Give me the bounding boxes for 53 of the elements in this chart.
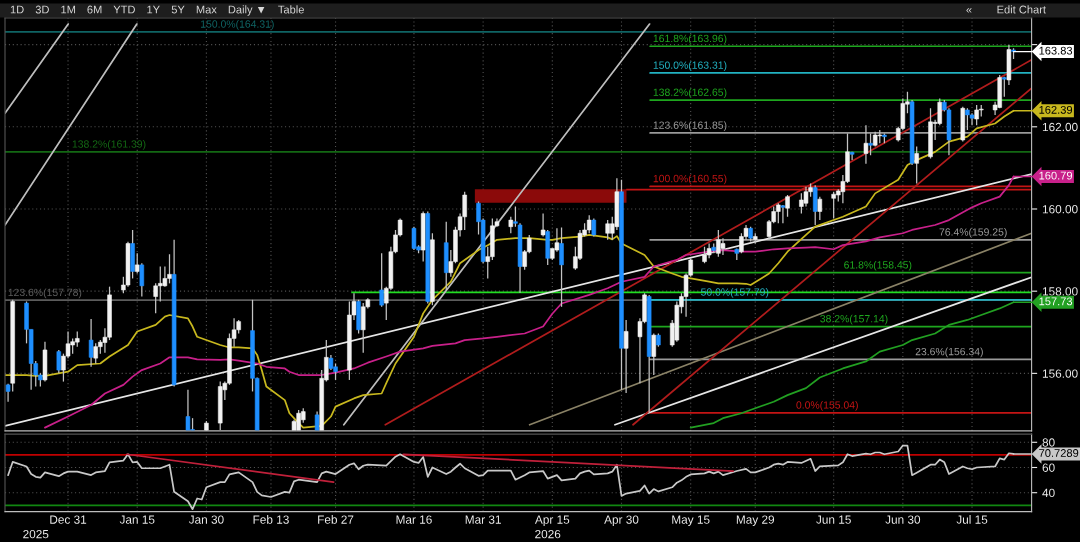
series-label: 138.2%(161.39) [72, 140, 146, 150]
text: 3D [35, 5, 49, 14]
text: Max [196, 5, 217, 14]
text: YTD [113, 5, 135, 14]
y-tick-label: 80 [1042, 438, 1055, 447]
x-tick-label: Mar 31 [465, 515, 501, 524]
x-tick-label: Jun 15 [816, 515, 851, 524]
x-tick-label: Jun 30 [885, 515, 921, 524]
text: 1D [10, 5, 24, 14]
y-tick-label: 160.00 [1042, 205, 1078, 214]
data-label: 70.7289 [1039, 449, 1079, 457]
text: Daily ▼ [228, 5, 265, 16]
text: Table [278, 5, 304, 14]
data-label: 160.79 [1039, 171, 1073, 180]
text: 163.83 [1039, 46, 1073, 55]
text: Edit Chart [997, 5, 1046, 14]
text: 1Y [147, 5, 160, 14]
series-label: 76.4%(159.25) [939, 228, 1007, 238]
y-tick-label: 60 [1042, 463, 1055, 472]
x-tick-label: Feb 13 [253, 515, 289, 524]
text: 5Y [171, 5, 185, 14]
data-label: 157.73 [1039, 297, 1073, 306]
y-tick-label: 158.00 [1042, 287, 1078, 296]
series-label: 0.0%(155.04) [796, 401, 858, 411]
y-tick-label: 40 [1042, 488, 1055, 498]
text: 6M [87, 5, 102, 14]
x-tick-label: Jul 15 [956, 515, 988, 524]
text: « [966, 8, 972, 13]
series-label: 161.8%(163.96) [653, 34, 727, 45]
y-tick-label: 162.00 [1042, 122, 1078, 132]
x2-tick-label: 2025 [23, 529, 49, 539]
series-label: 38.2%(157.14) [820, 314, 888, 325]
x-tick-label: May 15 [672, 515, 710, 527]
series-label: 123.6%(161.85) [653, 121, 727, 131]
x-tick-label: Mar 16 [396, 515, 432, 524]
x-tick-label: May 29 [736, 515, 775, 527]
series-label: 150.0%(163.31) [653, 61, 727, 71]
x2-tick-label: 2026 [535, 529, 561, 539]
text: 1M [61, 5, 76, 14]
series-label: 150.0%(164.31) [201, 20, 274, 30]
x-tick-label: Apr 30 [604, 515, 639, 527]
y-tick-label: 156.00 [1042, 369, 1078, 378]
series-label: 100.0%(160.55) [653, 174, 727, 185]
x-tick-label: Apr 15 [534, 515, 570, 527]
x-tick-label: Feb 27 [318, 515, 354, 524]
series-label: 138.2%(162.65) [653, 88, 727, 98]
series-label: 23.6%(156.34) [915, 347, 983, 358]
x-tick-label: Jan 30 [188, 515, 224, 524]
data-label: 162.39 [1039, 105, 1073, 114]
x-tick-label: Jan 15 [119, 515, 155, 524]
x-tick-label: Dec 31 [50, 515, 87, 524]
series-label: 61.8%(158.45) [844, 260, 912, 271]
series-label: 123.6%(157.78) [8, 288, 82, 299]
